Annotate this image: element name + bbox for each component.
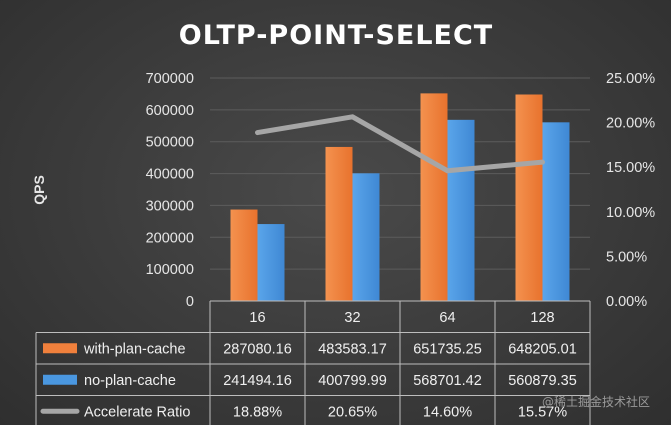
- y-axis: 0 100000 200000 300000 400000 500000 600000 700…: [146, 71, 194, 310]
- bar-no-plan-cache-32: [352, 173, 380, 301]
- watermark-text: @稀土掘金技术社区: [542, 394, 650, 409]
- y-tick-label: 300000: [146, 198, 194, 214]
- data-label: 15.57%: [518, 404, 567, 420]
- y2-tick-label: 20.00%: [606, 116, 655, 132]
- y-axis-label: QPS: [31, 175, 47, 205]
- secondary-y-axis: 0.00% 5.00% 10.00% 15.00% 20.00% 25.00%: [606, 71, 655, 310]
- y2-tick-label: 25.00%: [606, 71, 655, 87]
- data-label: 651735.25: [413, 341, 482, 357]
- y-tick-label: 400000: [146, 167, 194, 183]
- line-layer: [255, 114, 545, 174]
- data-label: 568701.42: [413, 373, 482, 389]
- y-tick-label: 700000: [146, 71, 194, 87]
- y-tick-label: 0: [186, 294, 194, 310]
- data-label: 648205.01: [508, 341, 577, 357]
- legend-key-with-plan-cache: [43, 343, 77, 354]
- data-label: 400799.99: [318, 373, 387, 389]
- data-label: 18.88%: [233, 404, 282, 420]
- y2-tick-label: 5.00%: [606, 249, 647, 265]
- x-tick-label: 64: [439, 310, 455, 326]
- data-label: 241494.16: [223, 373, 292, 389]
- bar-layer: [230, 93, 570, 302]
- data-label: 14.60%: [423, 404, 472, 420]
- x-tick-label: 16: [249, 310, 265, 326]
- bar-no-plan-cache-16: [257, 224, 285, 301]
- bar-no-plan-cache-128: [542, 122, 570, 302]
- x-tick-label: 32: [344, 310, 360, 326]
- y2-tick-label: 10.00%: [606, 205, 655, 221]
- y2-tick-label: 15.00%: [606, 160, 655, 176]
- y-tick-label: 200000: [146, 230, 194, 246]
- y2-tick-label: 0.00%: [606, 294, 647, 310]
- chart-title: OLTP-POINT-SELECT: [179, 20, 493, 51]
- x-tick-label: 128: [530, 310, 554, 326]
- legend-label: Accelerate Ratio: [84, 404, 190, 420]
- data-label: 560879.35: [508, 373, 577, 389]
- legend-key-no-plan-cache: [43, 374, 77, 385]
- y-tick-label: 600000: [146, 103, 194, 119]
- bar-with-plan-cache-64: [420, 93, 448, 302]
- data-label: 20.65%: [328, 404, 377, 420]
- bar-with-plan-cache-32: [325, 146, 353, 301]
- bar-with-plan-cache-16: [230, 209, 258, 301]
- series-line-accelerate-ratio: [255, 114, 545, 174]
- data-label: 483583.17: [318, 341, 387, 357]
- data-label: 287080.16: [223, 341, 292, 357]
- bar-no-plan-cache-64: [447, 119, 475, 301]
- y-tick-label: 500000: [146, 135, 194, 151]
- data-table: 16 32 64 128 with-plan-cache 287080.16 483583.…: [35, 300, 591, 425]
- bar-with-plan-cache-128: [515, 94, 543, 302]
- y-tick-label: 100000: [146, 262, 194, 278]
- legend-label: with-plan-cache: [83, 341, 186, 357]
- legend-label: no-plan-cache: [84, 373, 176, 389]
